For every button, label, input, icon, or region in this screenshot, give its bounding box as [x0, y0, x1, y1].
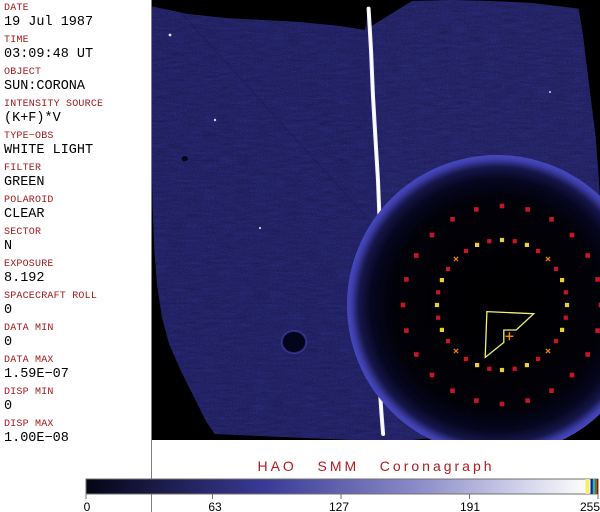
svg-text:127: 127 [329, 500, 349, 512]
svg-text:191: 191 [460, 500, 480, 512]
svg-text:0: 0 [84, 500, 91, 512]
svg-text:63: 63 [208, 500, 222, 512]
svg-text:255: 255 [580, 500, 600, 512]
